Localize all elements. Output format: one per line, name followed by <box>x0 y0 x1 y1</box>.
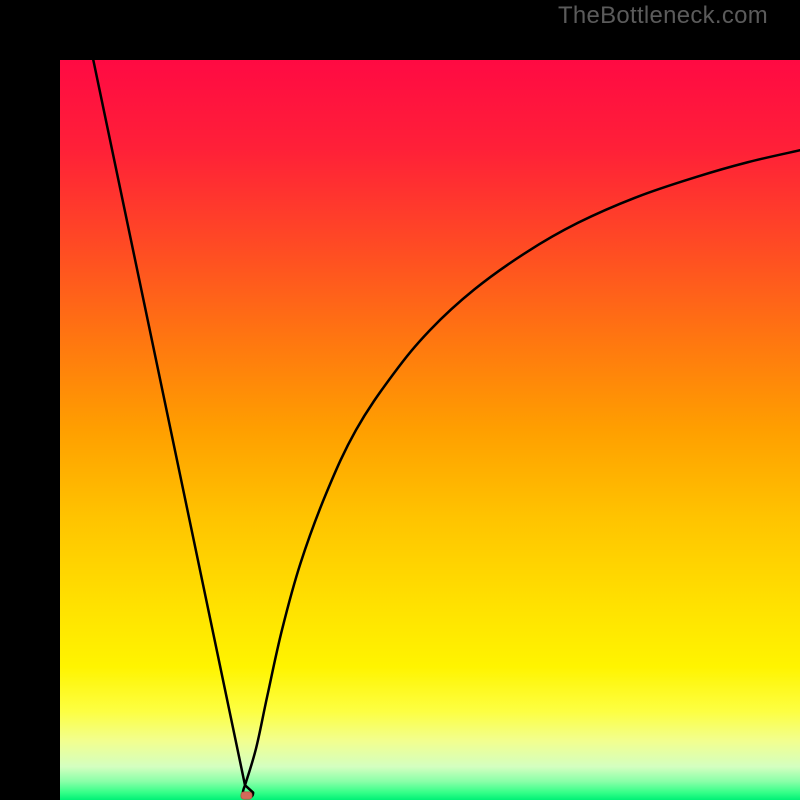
watermark-text: TheBottleneck.com <box>558 2 768 30</box>
bottleneck-chart <box>60 60 800 800</box>
minimum-marker <box>241 792 252 799</box>
chart-plot-area <box>30 30 770 770</box>
